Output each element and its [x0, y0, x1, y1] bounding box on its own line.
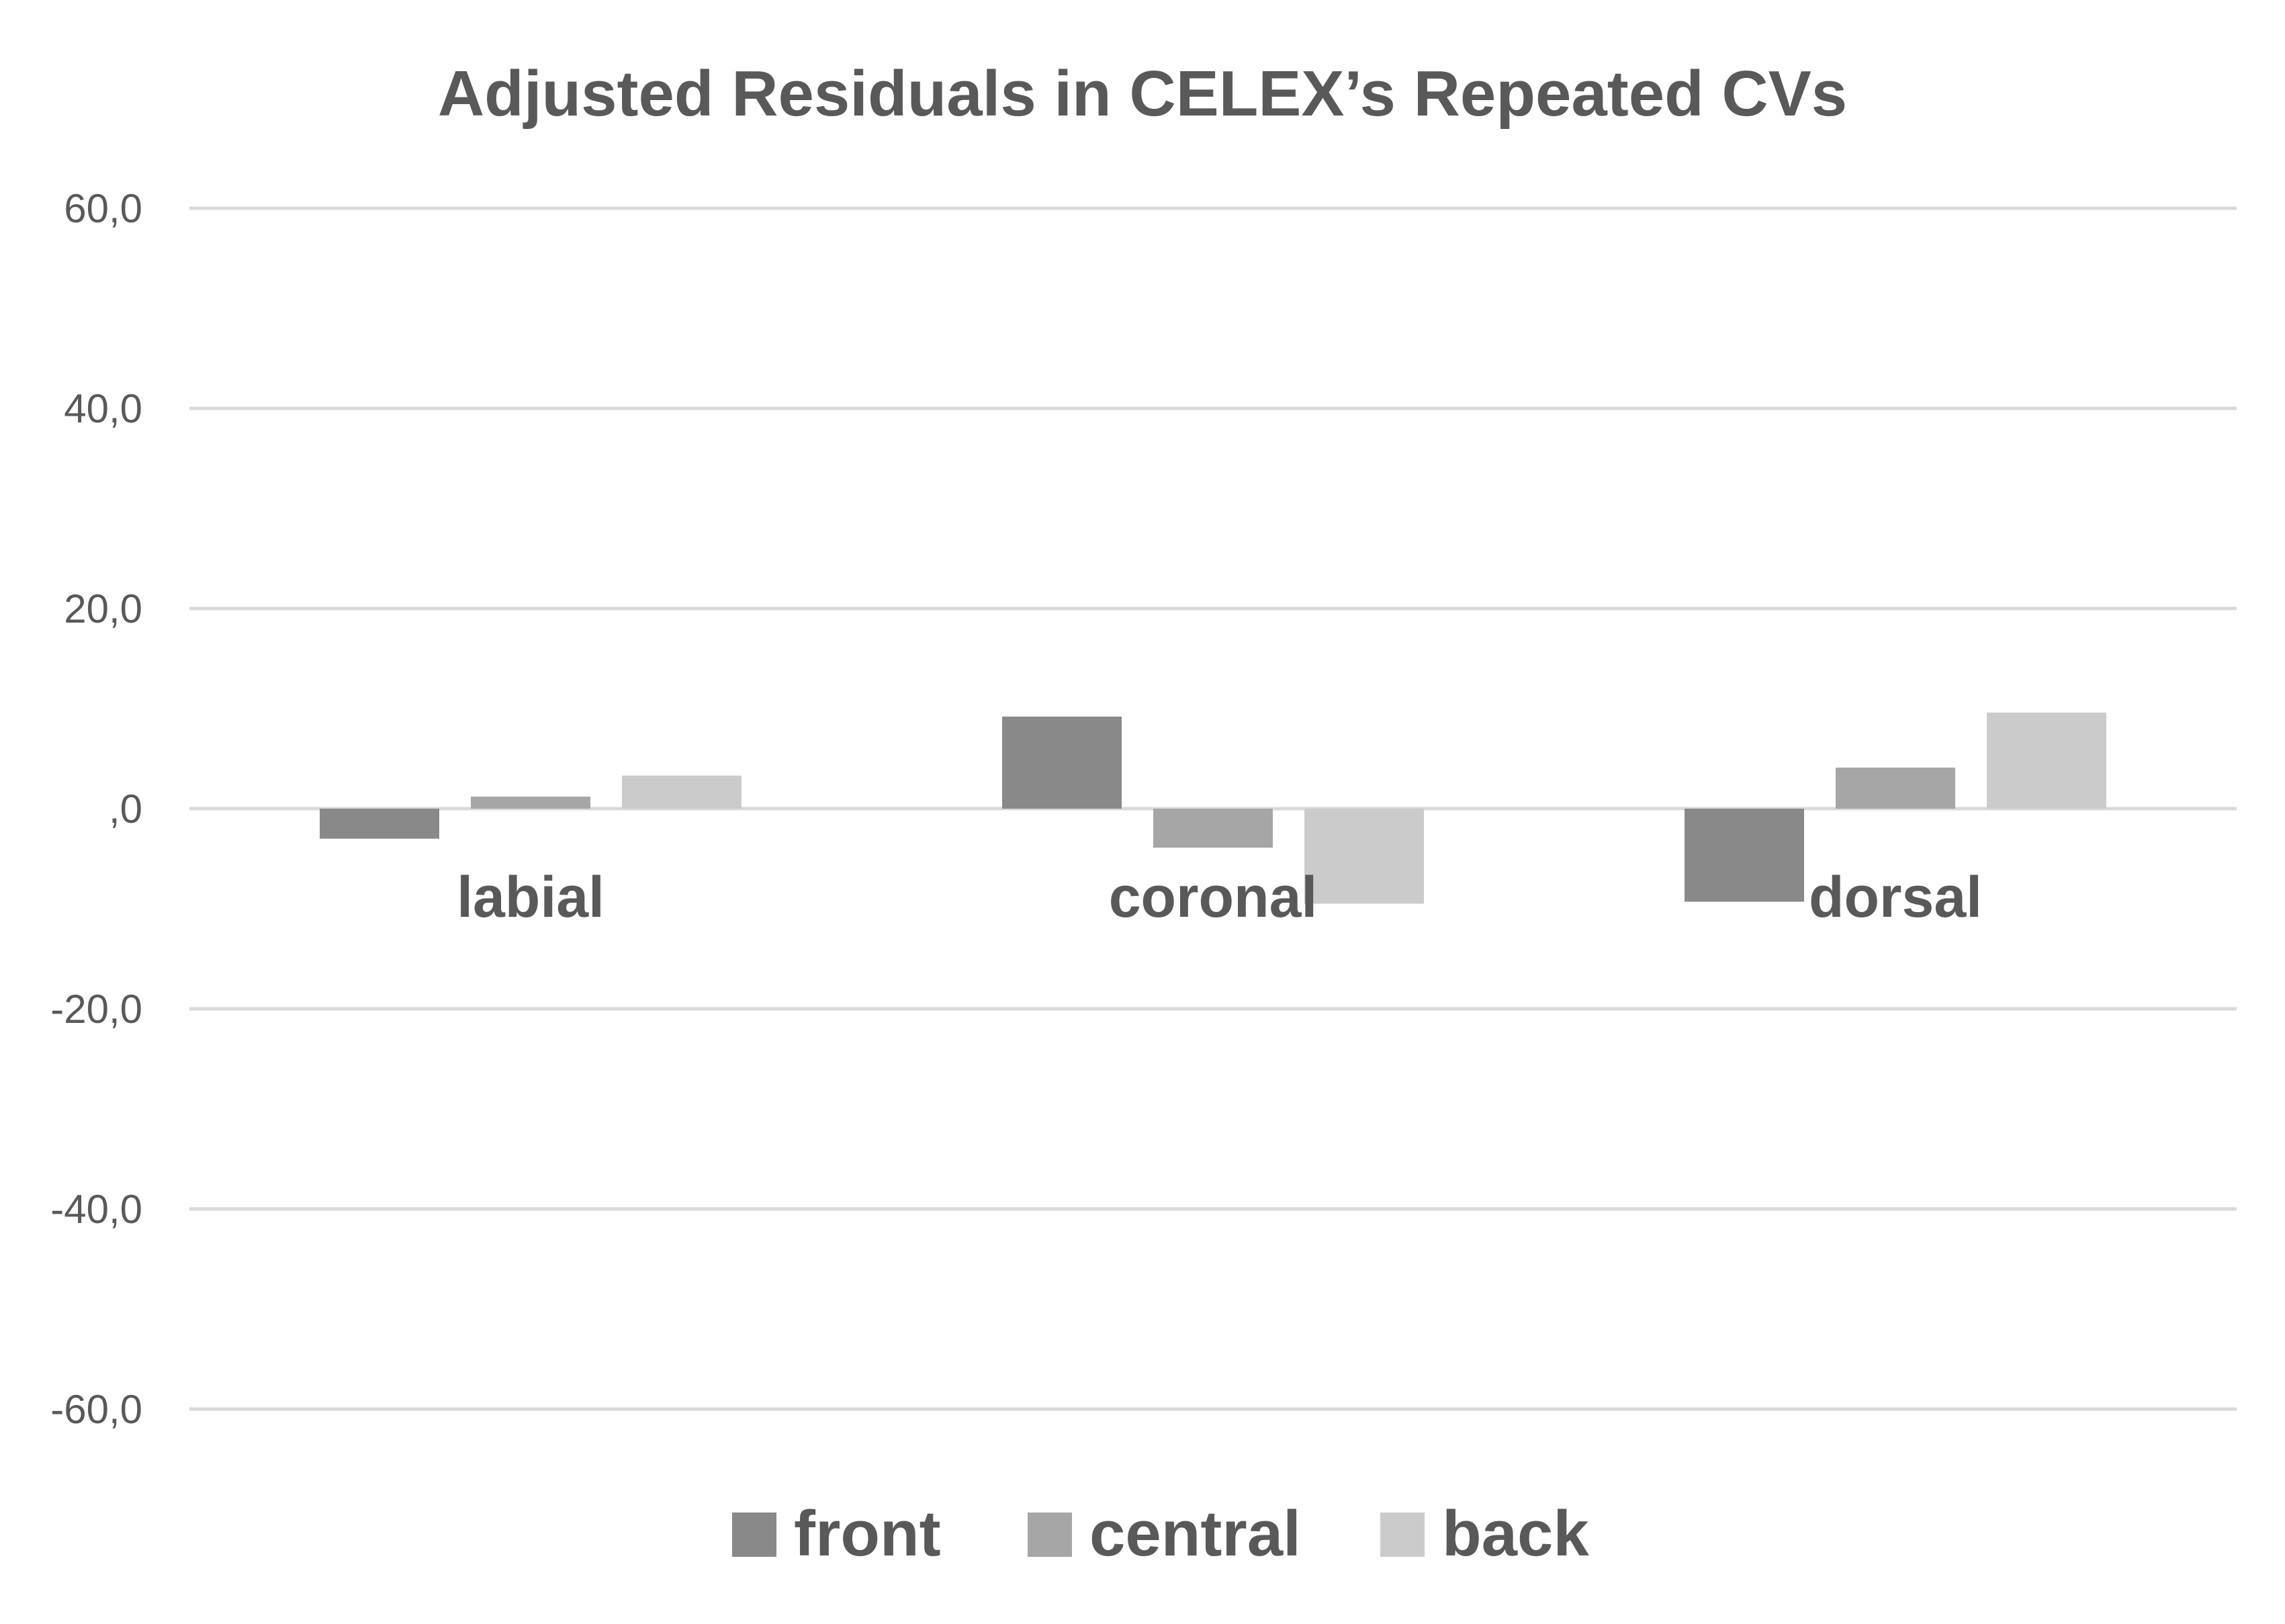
y-tick-label: 40,0 [64, 386, 142, 431]
bar-central-labial [471, 797, 590, 809]
bar-front-dorsal [1685, 809, 1804, 902]
bar-back-labial [622, 775, 742, 809]
y-tick-label: 60,0 [64, 186, 142, 231]
bars [320, 712, 2106, 904]
bar-front-labial [320, 809, 439, 839]
legend-label-back: back [1442, 1498, 1589, 1570]
y-tick-label: ,0 [109, 786, 142, 831]
legend: front central back [732, 1498, 1589, 1570]
legend-label-front: front [794, 1498, 941, 1570]
y-tick-label: -60,0 [50, 1387, 142, 1432]
chart-title: Adjusted Residuals in CELEX’s Repeated C… [438, 58, 1847, 130]
legend-swatch-back [1380, 1513, 1425, 1557]
legend-label-central: central [1089, 1498, 1301, 1570]
bar-central-coronal [1153, 809, 1273, 848]
legend-swatch-central [1028, 1513, 1072, 1557]
category-label-coronal: coronal [1109, 865, 1318, 930]
bar-central-dorsal [1836, 767, 1955, 809]
category-labels: labial coronal dorsal [457, 865, 1982, 930]
category-label-dorsal: dorsal [1809, 865, 1982, 930]
bar-back-coronal [1304, 809, 1424, 904]
legend-swatch-front [732, 1513, 776, 1557]
y-axis-tick-labels: 60,0 40,0 20,0 ,0 -20,0 -40,0 -60,0 [50, 186, 142, 1432]
bar-front-coronal [1002, 716, 1122, 809]
y-tick-label: 20,0 [64, 586, 142, 631]
category-label-labial: labial [457, 865, 604, 930]
bar-back-dorsal [1987, 712, 2106, 809]
y-tick-label: -40,0 [50, 1187, 142, 1232]
y-tick-label: -20,0 [50, 987, 142, 1032]
